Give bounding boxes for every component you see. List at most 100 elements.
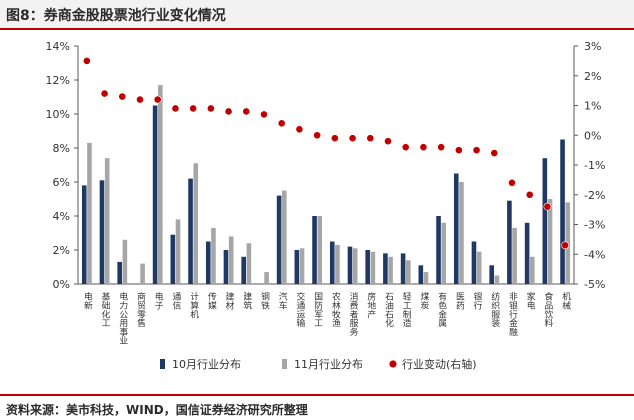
x-tick-label: 消费者服务 [348, 291, 358, 337]
y-right-tick-label: 3% [584, 40, 601, 53]
x-tick-label: 房地产 [365, 291, 375, 320]
x-tick-label: 汽车 [277, 291, 287, 311]
bar-nov [547, 199, 553, 284]
x-tick-label: 国防军工 [312, 292, 322, 327]
x-tick-label: 食品饮料 [542, 291, 552, 328]
x-tick-label: 煤炭 [418, 291, 428, 311]
change-point [153, 95, 162, 104]
change-point [260, 110, 268, 119]
x-tick-label: 交通运输 [294, 291, 304, 328]
y-left-tick-label: 10% [46, 108, 70, 121]
bar-oct [170, 234, 176, 284]
bar-nov [459, 182, 464, 284]
bar-oct [507, 200, 512, 284]
y-right-tick-label: 2% [584, 70, 601, 83]
bar-nov [175, 219, 181, 284]
change-point [189, 104, 198, 113]
bar-oct [347, 246, 353, 284]
x-tick-label: 基础化工 [100, 291, 110, 327]
change-point [384, 137, 392, 146]
bar-nov [317, 216, 323, 284]
bar-nov [228, 236, 234, 284]
y-left-tick-label: 14% [46, 40, 70, 53]
bar-nov [494, 275, 500, 284]
bar-oct [312, 216, 317, 284]
x-tick-label: 机械 [560, 291, 570, 311]
change-point [437, 143, 446, 152]
change-point [490, 149, 499, 157]
bar-nov [388, 256, 393, 284]
x-tick-label: 钢铁 [259, 291, 269, 311]
y-right-tick-label: -3% [584, 219, 605, 232]
y-left-tick-label: 0% [53, 278, 70, 291]
change-point [206, 104, 215, 113]
legend-label: 行业变动(右轴) [402, 357, 477, 371]
bar-nov [282, 190, 287, 284]
change-point [561, 241, 570, 250]
x-tick-label: 非银行金融 [507, 291, 517, 337]
bar-nov [299, 248, 305, 284]
bar-nov [104, 158, 110, 284]
x-tick-label: 农林牧渔 [330, 291, 340, 327]
x-tick-label: 医药 [454, 292, 464, 311]
legend-label: 10月行业分布 [172, 358, 241, 371]
y-left-tick-label: 6% [53, 176, 70, 189]
x-tick-label: 通信 [170, 292, 180, 311]
x-tick-label: 计算机 [188, 291, 198, 320]
bar-oct [294, 250, 300, 284]
bar-oct [117, 261, 122, 284]
title-bar: 图8：券商金股股票池行业变化情况 [0, 0, 634, 30]
x-tick-label: 银行 [472, 291, 482, 311]
x-tick-label: 石油石化 [383, 292, 393, 328]
bar-oct [276, 195, 282, 284]
bar-oct [453, 173, 459, 284]
bar-nov [87, 142, 92, 284]
bar-oct [241, 256, 246, 284]
bar-oct [436, 216, 441, 284]
bar-oct [418, 265, 424, 284]
x-tick-label: 家电 [525, 291, 535, 310]
y-right-tick-label: 0% [584, 129, 601, 142]
x-tick-label: 轻工制造 [401, 291, 411, 328]
footer: 资料来源：美市科技，WIND，国信证券经济研究所整理 [0, 394, 634, 420]
change-point [401, 143, 410, 152]
change-point [508, 178, 516, 187]
change-point [472, 146, 481, 155]
bar-nov [512, 227, 517, 284]
bar-oct [188, 178, 193, 284]
bar-nov [264, 272, 269, 284]
change-point [277, 119, 286, 128]
bar-oct [152, 105, 158, 284]
x-tick-label: 电力公用事业 [117, 291, 127, 345]
change-point [242, 107, 251, 116]
change-point [348, 134, 357, 143]
legend-label: 11月行业分布 [294, 358, 363, 371]
y-right-tick-label: -2% [584, 189, 605, 202]
bar-oct [383, 253, 388, 284]
change-point [313, 131, 322, 140]
bar-oct [99, 180, 105, 284]
chart-area: 0% 2% 4% 6% 8% 10% 12% 14% -5% -4% -3% -2% -1% 0% 1% 2%… [0, 30, 634, 388]
change-point [100, 89, 109, 98]
x-tick-label: 电子 [153, 291, 163, 310]
x-tick-label: 商贸零售 [135, 291, 145, 328]
bar-nov [122, 239, 128, 284]
change-point [454, 146, 463, 155]
change-point [330, 134, 339, 143]
bar-nov [406, 260, 411, 284]
bar-oct [400, 253, 406, 284]
y-left-tick-label: 12% [46, 74, 70, 87]
legend-swatch [282, 359, 287, 369]
bar-oct [524, 222, 530, 284]
bar-nov [441, 222, 447, 284]
bar-nov [423, 272, 429, 284]
y-right-tick-label: 1% [584, 100, 601, 113]
change-point [419, 143, 428, 152]
change-point [295, 125, 304, 134]
bar-oct [560, 139, 565, 284]
chart-title: 图8：券商金股股票池行业变化情况 [6, 8, 226, 24]
y-right-tick-label: -1% [584, 159, 605, 172]
bar-nov [193, 163, 199, 284]
legend-swatch [160, 359, 165, 369]
x-tick-label: 建材 [224, 291, 234, 310]
